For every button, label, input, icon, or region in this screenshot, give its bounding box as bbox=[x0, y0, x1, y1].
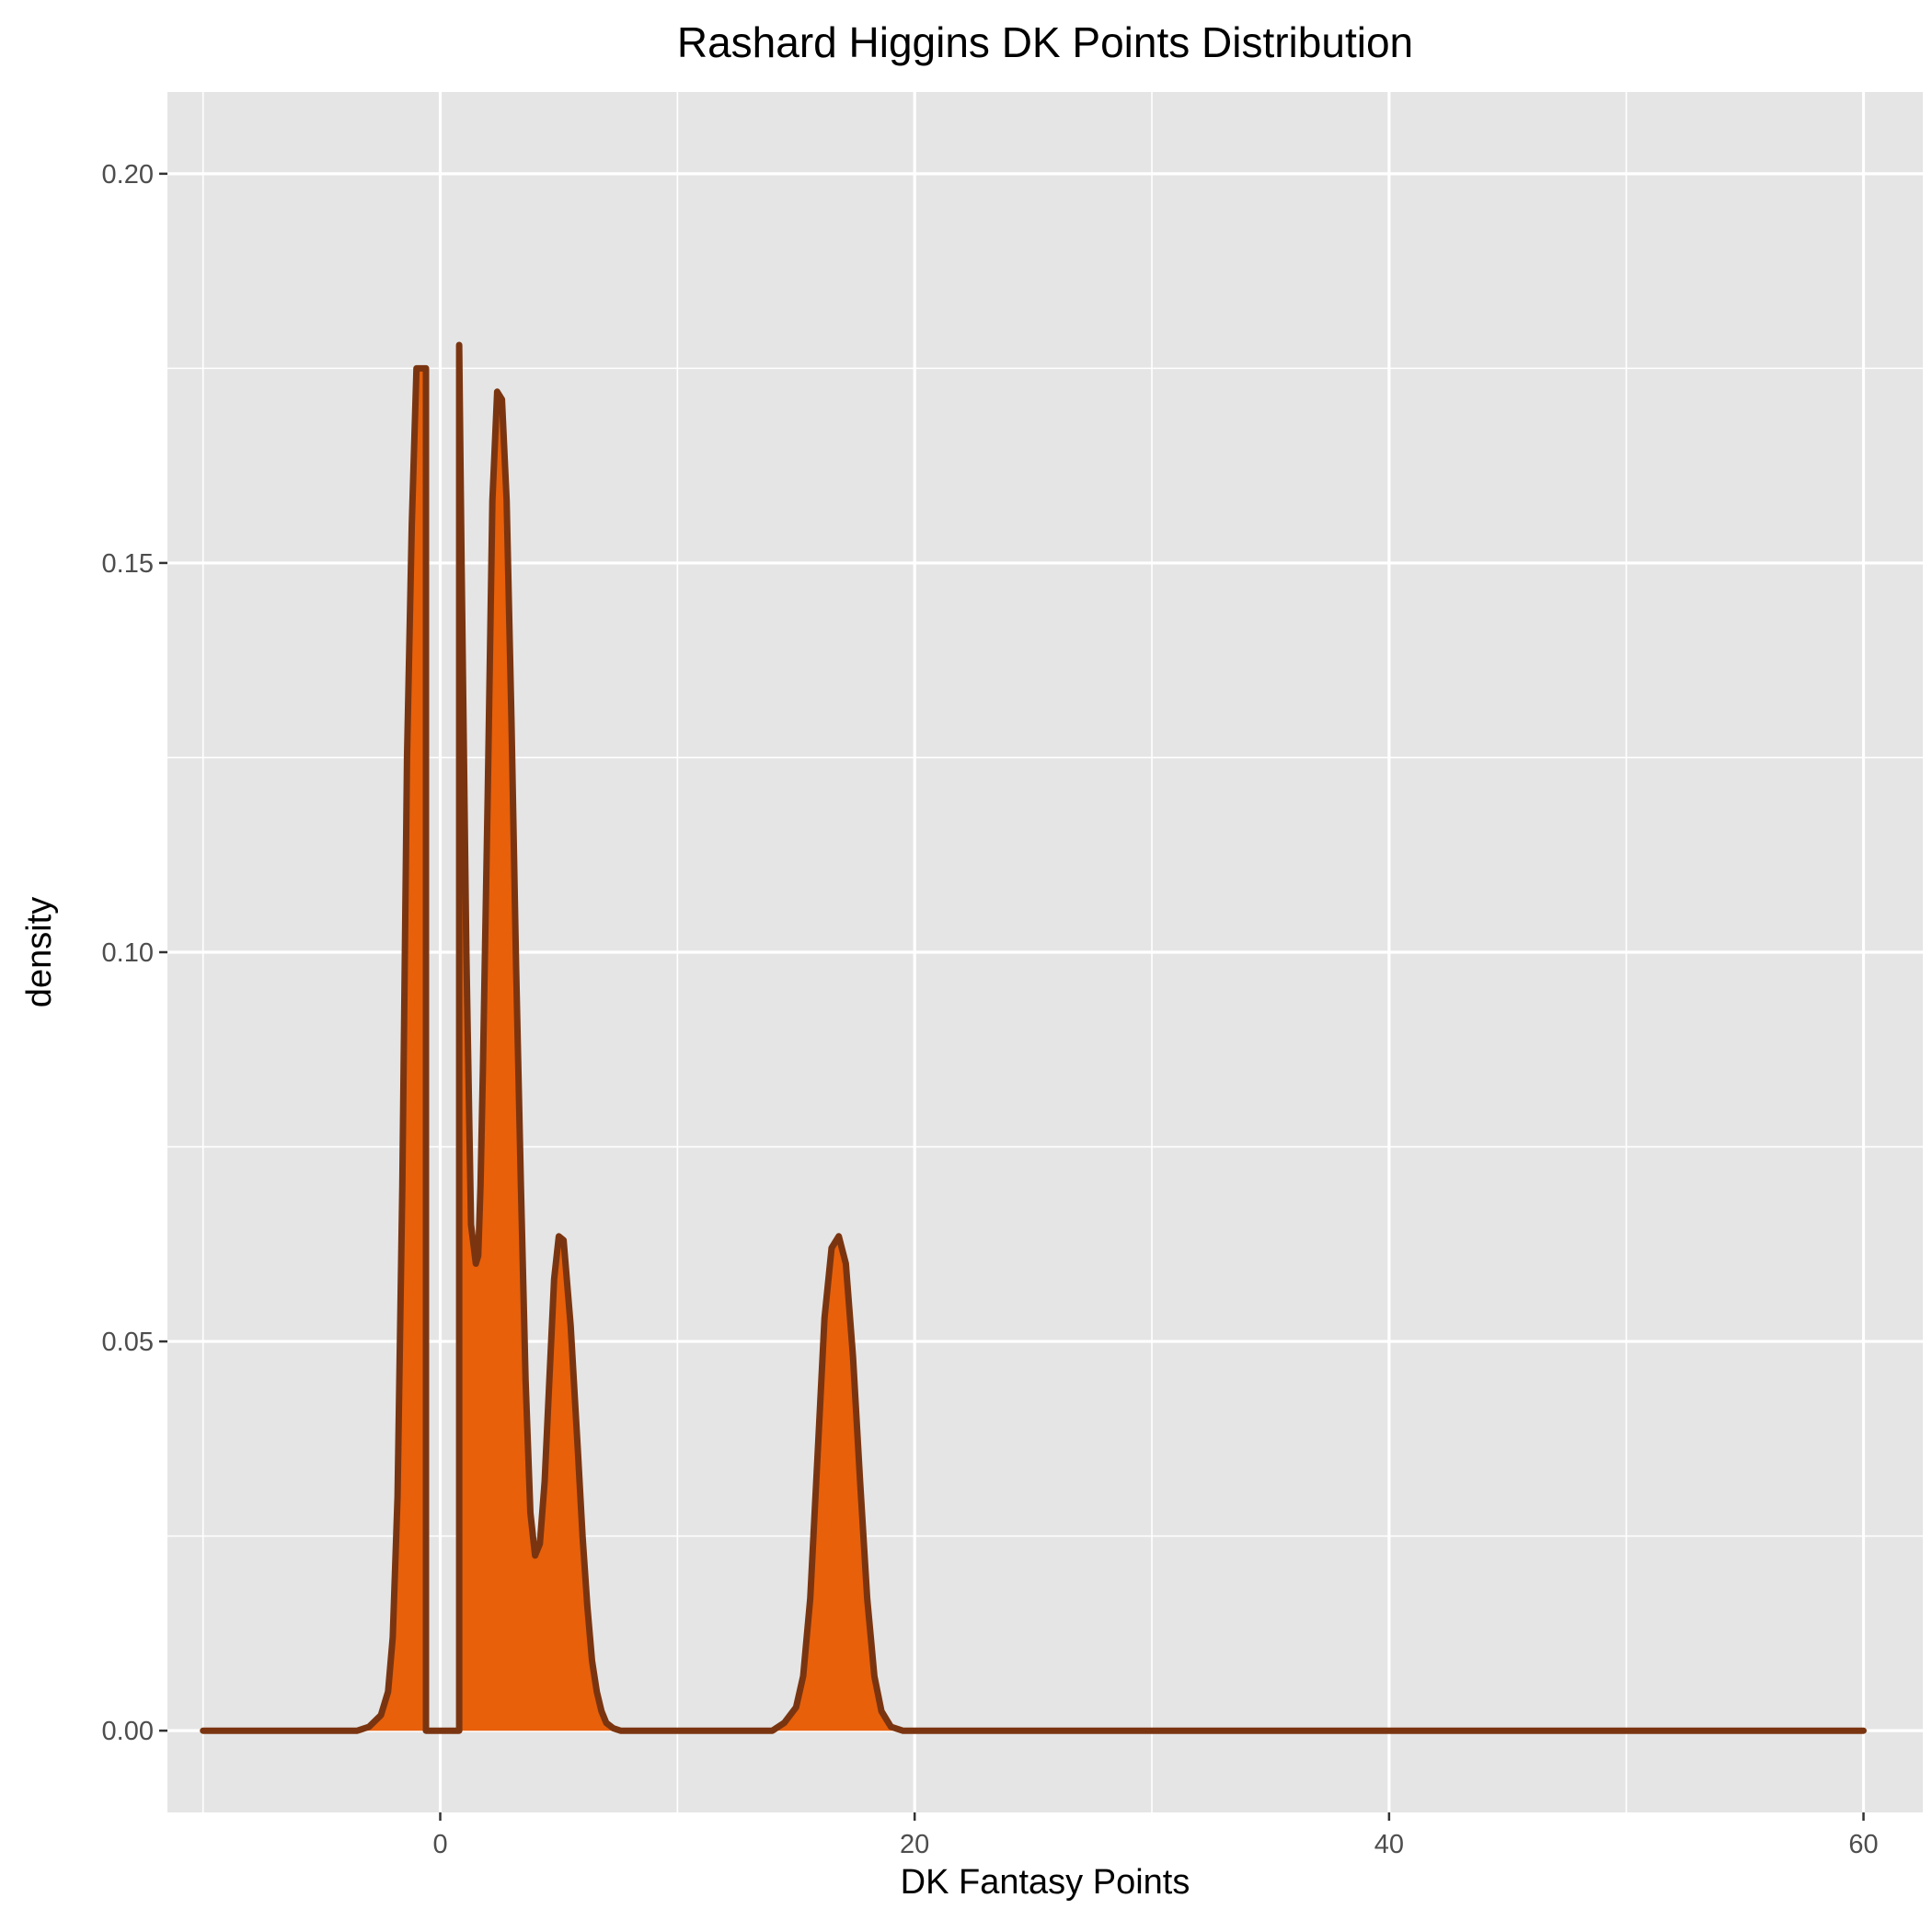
y-axis-label: density bbox=[20, 897, 59, 1007]
y-tick-label: 0.20 bbox=[102, 160, 154, 190]
density-line bbox=[200, 341, 1867, 1734]
x-axis-label: DK Fantasy Points bbox=[901, 1863, 1190, 1902]
y-tick-label: 0.10 bbox=[102, 938, 154, 968]
y-tick-label: 0.05 bbox=[102, 1328, 154, 1357]
x-tick-label: 0 bbox=[432, 1830, 447, 1859]
x-tick-label: 40 bbox=[1374, 1830, 1404, 1859]
x-tick-label: 60 bbox=[1848, 1830, 1878, 1859]
x-axis: 0 20 40 60 bbox=[432, 1812, 1879, 1859]
y-tick-label: 0.15 bbox=[102, 549, 154, 579]
series-layer bbox=[200, 341, 1867, 1734]
y-axis: 0.00 0.05 0.10 0.15 0.20 bbox=[102, 160, 167, 1746]
x-tick-label: 20 bbox=[900, 1830, 929, 1859]
chart-title: Rashard Higgins DK Points Distribution bbox=[677, 18, 1413, 66]
y-tick-label: 0.00 bbox=[102, 1717, 154, 1746]
